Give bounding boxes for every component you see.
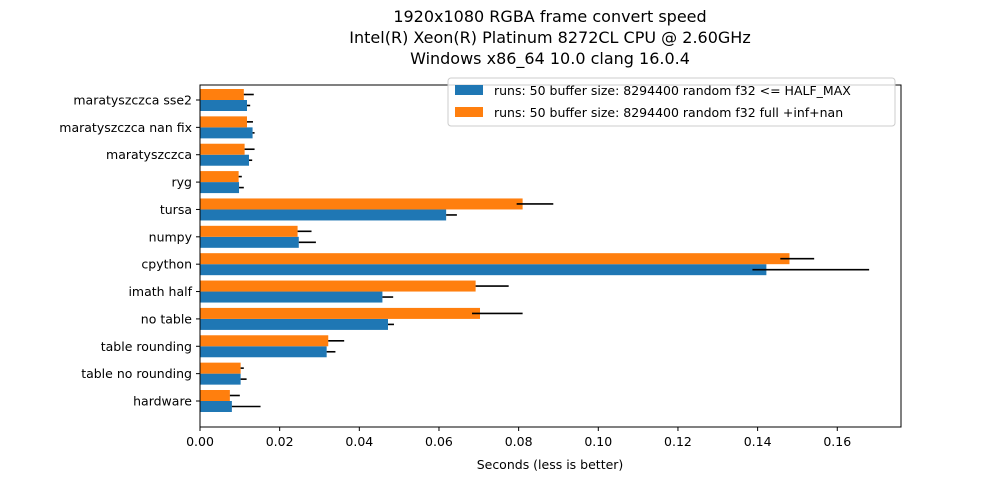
x-axis-label: Seconds (less is better) [477,457,624,472]
legend-box [447,77,896,127]
bar-maratyszczca-series-1 [200,154,249,166]
y-tick-label-maratyszczca: maratyszczca [106,147,192,162]
bar-table-no-rounding-series-1 [200,373,241,385]
bar-table-rounding-series-1 [200,346,327,358]
bar-imath-half-series-1 [200,291,383,303]
bar-maratyszczca-nan-fix-series-2 [200,116,247,128]
bar-table-rounding-series-2 [200,335,329,347]
y-tick-label-maratyszczca-sse2: maratyszczca sse2 [73,93,192,108]
bar-no-table-series-2 [200,307,481,319]
legend-swatch-1 [455,85,483,95]
y-tick-label-table-no-rounding: table no rounding [81,366,192,381]
y-tick-label-imath-half: imath half [128,284,192,299]
y-tick-label-ryg: ryg [172,175,192,190]
y-tick-label-cpython: cpython [141,257,192,272]
bar-table-no-rounding-series-2 [200,362,241,374]
y-tick-label-hardware: hardware [133,394,192,409]
bar-hardware-series-2 [200,390,230,401]
y-tick-label-no-table: no table [141,311,193,326]
bar-ryg-series-2 [200,171,239,183]
x-tick-label-6: 0.12 [664,434,692,449]
x-tick-label-1: 0.02 [266,434,294,449]
bar-tursa-series-1 [200,209,447,221]
y-tick-label-table-rounding: table rounding [101,339,192,354]
y-tick-label-maratyszczca-nan-fix: maratyszczca nan fix [59,120,192,135]
legend-swatch-2 [455,107,483,117]
x-tick-label-2: 0.04 [345,434,373,449]
chart-title-line-2: Intel(R) Xeon(R) Platinum 8272CL CPU @ 2… [349,28,750,47]
legend-label-1: runs: 50 buffer size: 8294400 random f32… [494,83,851,98]
bar-maratyszczca-series-2 [200,143,245,155]
x-tick-label-0: 0.00 [186,434,214,449]
bar-cpython-series-2 [200,253,790,265]
x-tick-label-3: 0.06 [425,434,453,449]
x-tick-label-8: 0.16 [823,434,851,449]
chart-title-line-1: 1920x1080 RGBA frame convert speed [393,7,706,26]
bar-maratyszczca-sse2-series-1 [200,100,247,111]
bar-no-table-series-1 [200,318,388,330]
x-tick-label-4: 0.08 [505,434,533,449]
x-axis: 0.00 0.02 0.04 0.06 0.08 0.10 0.12 0.14 0.16 [186,427,851,449]
legend: runs: 50 buffer size: 8294400 random f32… [447,77,896,127]
bar-hardware-series-1 [200,401,232,412]
bar-numpy-series-2 [200,225,298,237]
y-axis: hardware table no rounding table rounding n… [59,93,200,409]
chart-title: 1920x1080 RGBA frame convert speed Intel… [349,7,750,69]
bar-numpy-series-1 [200,236,299,248]
bars-layer [200,89,790,412]
bar-tursa-series-2 [200,198,523,210]
bar-maratyszczca-sse2-series-2 [200,89,244,100]
bar-maratyszczca-nan-fix-series-1 [200,127,253,139]
x-tick-label-5: 0.10 [584,434,612,449]
y-tick-label-numpy: numpy [149,229,193,244]
bar-imath-half-series-2 [200,280,476,292]
bar-cpython-series-1 [200,264,767,276]
error-bars-layer [229,93,870,408]
chart-title-line-3: Windows x86_64 10.0 clang 16.0.4 [410,49,690,69]
x-tick-label-7: 0.14 [744,434,772,449]
bar-ryg-series-1 [200,182,240,194]
legend-label-2: runs: 50 buffer size: 8294400 random f32… [494,105,843,120]
y-tick-label-tursa: tursa [160,202,192,217]
